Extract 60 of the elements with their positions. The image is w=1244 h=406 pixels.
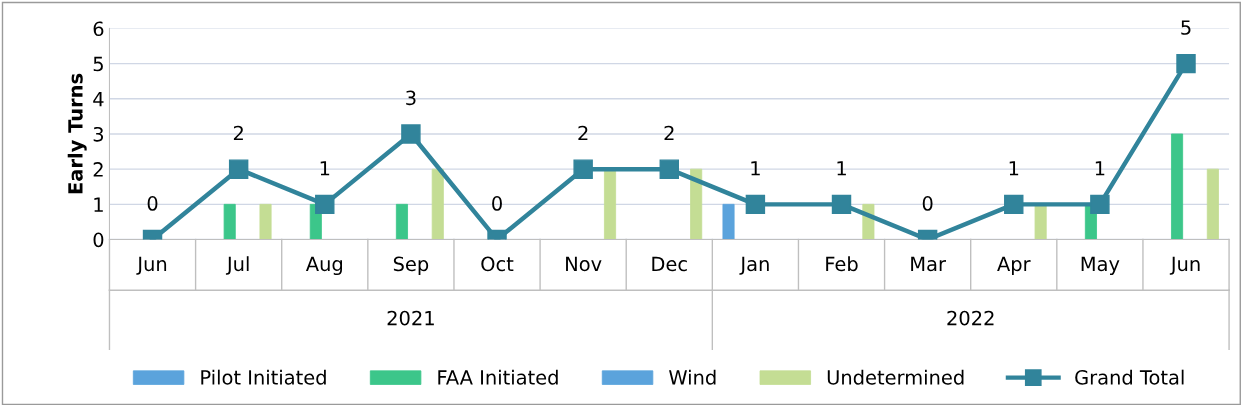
point <box>1004 194 1024 215</box>
bar <box>1206 168 1219 240</box>
y-tick-label: 2 <box>93 162 103 177</box>
data-label: 1 <box>320 161 330 176</box>
bar <box>604 168 617 240</box>
data-label: 1 <box>837 161 846 176</box>
y-tick-label: 6 <box>93 21 104 37</box>
bar <box>690 168 703 240</box>
data-label: 3 <box>406 90 416 106</box>
data-label: 0 <box>922 196 933 211</box>
y-axis-title: Early Turns <box>67 73 87 194</box>
x-tick-label: Apr <box>997 256 1031 276</box>
text: 2022 <box>947 310 994 326</box>
x-tick-label: May <box>1081 256 1120 276</box>
bar <box>223 203 236 240</box>
data-label: 0 <box>492 196 502 211</box>
data-label: 0 <box>147 196 158 211</box>
x-tick-label: Nov <box>566 256 602 272</box>
x-tick-label: Feb <box>826 256 858 272</box>
y-tick-label: 0 <box>93 232 104 248</box>
point <box>228 159 249 179</box>
bar <box>431 168 444 240</box>
y-tick-label: 4 <box>93 92 104 107</box>
x-tick-label: Jun <box>136 256 167 275</box>
point <box>401 124 421 144</box>
point <box>745 194 766 215</box>
bar <box>395 203 408 240</box>
point <box>1176 53 1196 74</box>
bar <box>722 203 735 240</box>
data-label: 1 <box>1095 161 1105 176</box>
point <box>315 194 335 215</box>
data-label: 5 <box>1181 20 1191 35</box>
x-tick-label: Jul <box>225 256 249 275</box>
text: 2021 <box>387 310 434 326</box>
x-tick-label: Sep <box>393 256 429 276</box>
x-tick-label: Oct <box>481 256 514 272</box>
bar <box>259 203 272 240</box>
x-tick-label: Dec <box>652 256 687 272</box>
legend-label: Wind <box>669 369 716 385</box>
y-tick-label: 5 <box>93 56 103 72</box>
data-label: 2 <box>664 125 674 141</box>
bar <box>1171 133 1184 240</box>
data-label: 1 <box>1009 161 1019 176</box>
data-label: 2 <box>578 125 588 141</box>
point <box>831 194 852 215</box>
point <box>573 159 593 179</box>
point <box>659 159 679 179</box>
x-tick-label: Aug <box>305 256 342 276</box>
y-tick-label: 1 <box>94 197 103 212</box>
point <box>1090 194 1110 215</box>
legend-label: Grand Total <box>1075 369 1184 385</box>
x-tick-label: Mar <box>911 256 946 272</box>
legend-label: FAA Initiated <box>438 369 558 385</box>
x-tick-label: Jan <box>739 256 769 275</box>
legend-label: Pilot Initiated <box>201 369 326 385</box>
x-tick-label: Jun <box>1169 256 1200 275</box>
y-tick-label: 3 <box>93 126 104 142</box>
data-label: 1 <box>751 161 760 176</box>
data-label: 2 <box>233 125 243 141</box>
legend-label: Undetermined <box>827 369 964 385</box>
